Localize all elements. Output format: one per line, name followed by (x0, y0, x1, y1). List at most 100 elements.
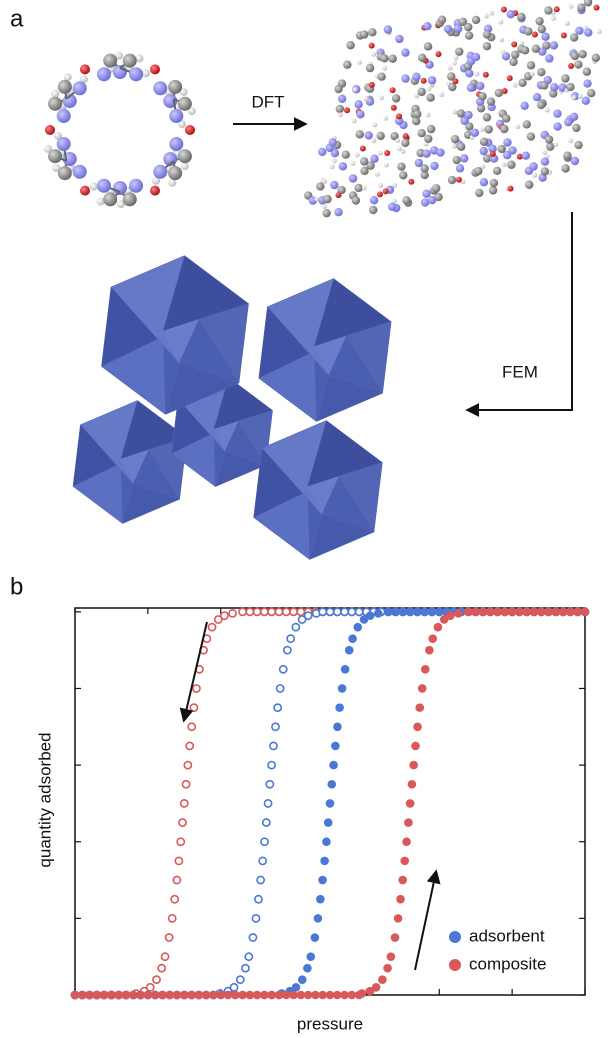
data-point (347, 607, 357, 617)
atom (323, 194, 332, 204)
data-point (165, 990, 175, 1000)
atom (489, 150, 496, 157)
data-point (391, 607, 400, 617)
data-point (580, 607, 590, 617)
facet (307, 476, 339, 515)
atom (561, 164, 570, 173)
atom (584, 28, 593, 37)
atom (460, 116, 469, 126)
data-point (485, 607, 495, 617)
data-point (248, 933, 258, 942)
data-point (267, 990, 277, 1000)
legend-label: adsorbent (469, 926, 545, 945)
data-point (238, 607, 247, 617)
atom (390, 131, 399, 141)
data-point (420, 665, 430, 674)
legend-marker (449, 959, 461, 971)
atom (524, 180, 534, 189)
atom (447, 175, 457, 185)
atom (521, 151, 531, 160)
atom (434, 192, 443, 202)
atom (382, 188, 389, 195)
atom (177, 149, 192, 164)
atom (435, 51, 442, 58)
desorption-arrow (179, 621, 208, 723)
atom (141, 69, 150, 78)
data-point (178, 818, 187, 827)
data-point (269, 741, 278, 751)
atom (425, 112, 431, 118)
atom (494, 88, 504, 98)
atom (122, 53, 137, 68)
data-point (558, 607, 568, 617)
atom (334, 84, 343, 94)
atom (544, 135, 554, 144)
atom (516, 153, 523, 160)
atom (502, 114, 511, 123)
data-point (85, 990, 94, 1000)
data-point (271, 722, 280, 732)
fem-arrow (465, 212, 573, 417)
atom (413, 109, 422, 119)
atom (568, 4, 574, 9)
atom (371, 138, 377, 144)
data-point (296, 990, 306, 1000)
atom (455, 176, 462, 183)
adsorption-arrow (414, 869, 441, 971)
atom (447, 65, 453, 71)
data-point (551, 607, 561, 617)
data-point (373, 609, 383, 618)
atom (365, 63, 375, 73)
atom (540, 167, 550, 176)
atom (583, 0, 593, 7)
atom (420, 77, 427, 84)
data-point (331, 741, 340, 751)
atom (511, 41, 518, 48)
data-point (152, 975, 161, 985)
atom (451, 143, 457, 149)
data-point (244, 952, 254, 962)
atom (351, 118, 357, 124)
atom (553, 109, 562, 118)
data-point (313, 914, 323, 923)
atom (379, 95, 384, 101)
data-point (471, 607, 481, 617)
data-point (172, 990, 182, 1000)
atom (432, 184, 441, 193)
atom (343, 60, 352, 69)
atom (426, 124, 436, 134)
atom (316, 182, 325, 191)
atom (129, 178, 144, 193)
atom (452, 109, 458, 115)
atom (581, 96, 590, 105)
atom (422, 149, 431, 158)
data-point (340, 607, 349, 617)
atom (322, 204, 328, 210)
atom (456, 142, 466, 151)
facet (346, 321, 392, 394)
facet (215, 450, 267, 488)
atom (486, 97, 496, 106)
data-point (251, 913, 261, 923)
data-point (274, 990, 284, 1000)
data-point (303, 990, 313, 1000)
atom (479, 137, 489, 147)
atom (350, 161, 356, 166)
data-point (216, 990, 226, 1000)
atom (351, 196, 361, 205)
atom (546, 142, 555, 151)
data-point (261, 818, 271, 827)
atom (335, 104, 345, 114)
data-point (425, 645, 434, 655)
data-point (172, 875, 182, 885)
data-point (77, 990, 87, 1000)
data-point (365, 986, 375, 996)
data-point (318, 875, 327, 885)
data-point (297, 615, 307, 624)
atom (500, 49, 506, 55)
atom (564, 117, 573, 127)
data-point (316, 894, 325, 904)
atom (96, 67, 111, 82)
data-point (252, 990, 262, 1000)
data-point (194, 990, 204, 1000)
